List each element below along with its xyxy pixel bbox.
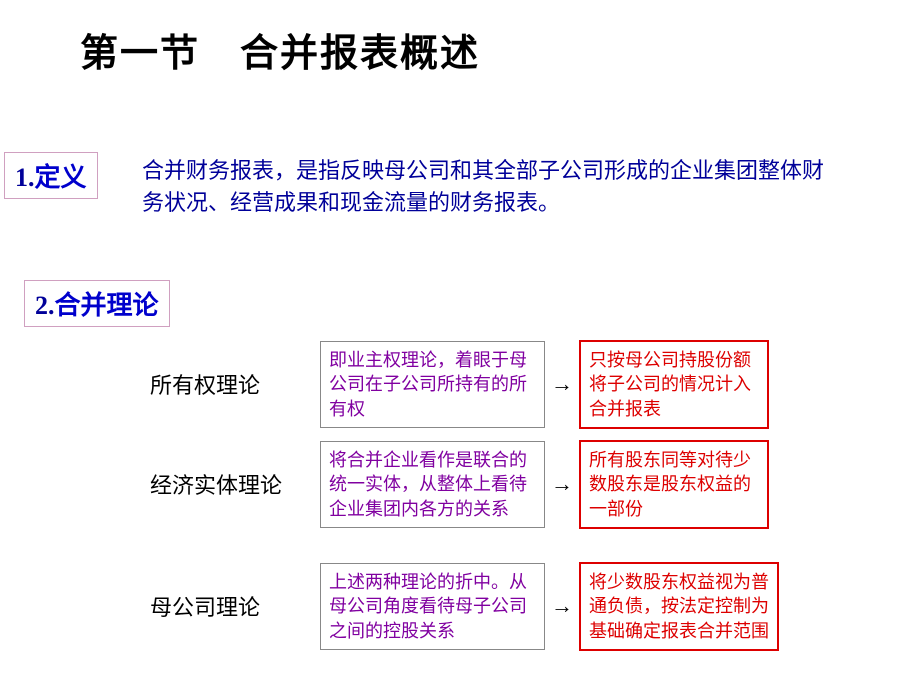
section-1-num: 1. — [15, 163, 35, 192]
section-2-label: 2.合并理论 — [24, 280, 170, 327]
theory-3-desc: 上述两种理论的折中。从母公司角度看待母子公司之间的控股关系 — [320, 563, 545, 650]
section-2-num: 2. — [35, 291, 55, 320]
theory-2-desc: 将合并企业看作是联合的统一实体，从整体上看待企业集团内各方的关系 — [320, 441, 545, 528]
theory-2-name: 经济实体理论 — [150, 468, 310, 500]
arrow-icon: → — [551, 371, 573, 397]
theory-1-result: 只按母公司持股份额将子公司的情况计入合并报表 — [579, 340, 769, 429]
theory-row-2: 经济实体理论 将合并企业看作是联合的统一实体，从整体上看待企业集团内各方的关系 … — [150, 440, 769, 529]
section-1-text: 定义 — [35, 163, 87, 192]
theory-3-name: 母公司理论 — [150, 590, 290, 622]
page-title: 第一节 合并报表概述 — [80, 22, 480, 77]
theory-row-1: 所有权理论 即业主权理论，着眼于母公司在子公司所持有的所有权 → 只按母公司持股… — [150, 340, 769, 429]
definition-body: 合并财务报表，是指反映母公司和其全部子公司形成的企业集团整体财务状况、经营成果和… — [142, 155, 842, 219]
section-2-text: 合并理论 — [55, 291, 159, 320]
theory-1-desc: 即业主权理论，着眼于母公司在子公司所持有的所有权 — [320, 341, 545, 428]
theory-3-result: 将少数股东权益视为普通负债，按法定控制为基础确定报表合并范围 — [579, 562, 779, 651]
theory-1-name: 所有权理论 — [150, 368, 290, 400]
arrow-icon: → — [551, 593, 573, 619]
theory-2-result: 所有股东同等对待少数股东是股东权益的一部份 — [579, 440, 769, 529]
section-1-label: 1.定义 — [4, 152, 98, 199]
arrow-icon: → — [551, 471, 573, 497]
theory-row-3: 母公司理论 上述两种理论的折中。从母公司角度看待母子公司之间的控股关系 → 将少… — [150, 562, 779, 651]
